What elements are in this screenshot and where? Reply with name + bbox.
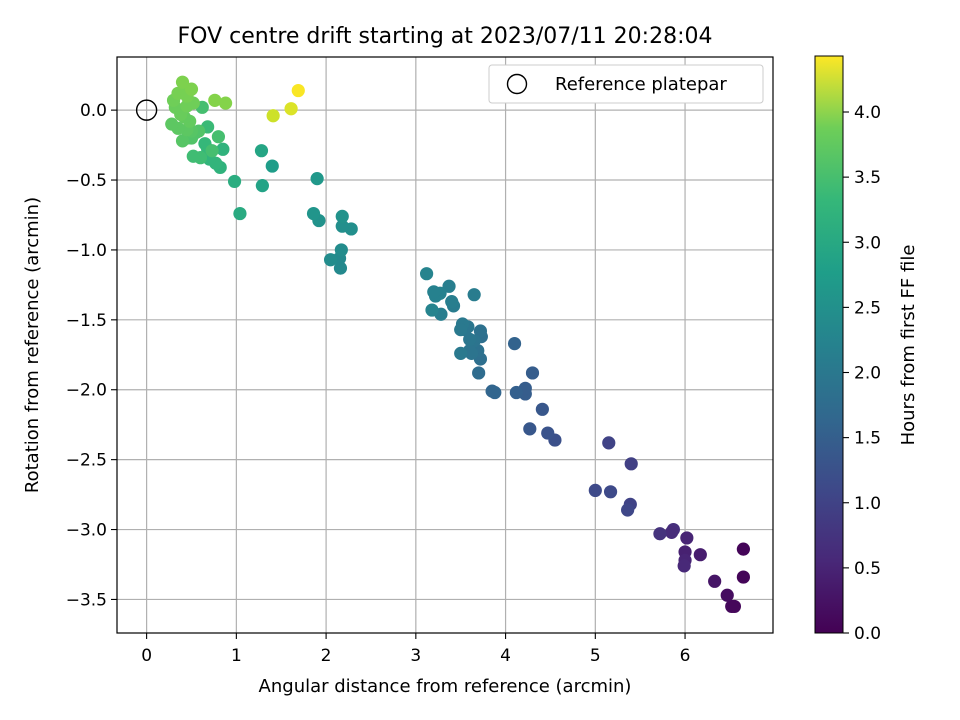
- data-point: [184, 82, 199, 96]
- colorbar-tick-label: 2.0: [854, 364, 881, 384]
- data-point: [664, 525, 679, 539]
- x-tick-label: 5: [590, 646, 601, 666]
- data-point: [427, 285, 441, 299]
- x-axis-ticks: 0 1 2 3 4 5 6: [141, 633, 690, 666]
- data-point: [525, 366, 540, 380]
- data-point: [727, 599, 742, 614]
- data-point: [291, 83, 305, 98]
- data-point: [523, 422, 537, 436]
- data-point: [472, 366, 486, 380]
- y-tick-label: −2.0: [66, 381, 107, 401]
- colorbar-tick-label: 1.5: [854, 429, 881, 449]
- legend-marker: [506, 73, 528, 95]
- y-tick-label: −0.5: [66, 171, 107, 191]
- colorbar-tick-label: 0.0: [854, 624, 881, 644]
- y-tick-label: −3.5: [66, 590, 107, 610]
- data-point: [454, 346, 468, 360]
- x-tick-label: 1: [231, 646, 242, 666]
- data-point: [467, 288, 481, 302]
- data-point: [335, 219, 349, 233]
- y-tick-label: −1.0: [66, 241, 107, 261]
- data-point: [306, 206, 321, 221]
- data-point: [708, 574, 722, 588]
- data-point: [211, 130, 226, 144]
- data-point: [165, 117, 179, 131]
- data-point: [454, 323, 468, 337]
- x-axis-label: Angular distance from reference (arcmin): [259, 676, 632, 697]
- data-point: [693, 548, 707, 562]
- data-point: [323, 253, 338, 267]
- data-point: [736, 542, 750, 556]
- colorbar-tick-label: 3.0: [854, 233, 881, 253]
- data-point: [208, 93, 222, 107]
- data-point: [284, 102, 298, 116]
- data-point: [310, 172, 324, 186]
- data-point: [425, 303, 439, 317]
- data-point: [680, 531, 694, 545]
- y-axis-label: Rotation from reference (arcmin): [22, 197, 43, 493]
- colorbar-tick-label: 2.5: [854, 298, 881, 318]
- colorbar-label: Hours from first FF file: [898, 245, 919, 446]
- x-tick-label: 3: [410, 646, 421, 666]
- colorbar-ticks: 0.0 0.5 1.0 1.5 2.0 2.5 3.0 3.5 4.0: [843, 103, 881, 644]
- x-tick-label: 6: [680, 646, 691, 666]
- data-point: [473, 324, 488, 338]
- colorbar: [814, 55, 844, 634]
- data-point: [736, 570, 750, 584]
- data-point: [333, 261, 348, 275]
- data-point: [227, 174, 242, 189]
- x-tick-label: 0: [141, 646, 152, 666]
- x-tick-label: 4: [500, 646, 511, 666]
- data-point: [653, 527, 667, 541]
- data-point: [420, 267, 434, 281]
- data-point: [602, 436, 616, 450]
- data-point: [265, 159, 279, 173]
- y-tick-label: −1.5: [66, 311, 107, 331]
- data-point: [509, 385, 523, 400]
- data-point: [442, 279, 456, 293]
- data-point: [541, 426, 555, 440]
- colorbar-tick-label: 3.5: [854, 168, 881, 188]
- data-point: [186, 149, 200, 163]
- legend-entry: Reference platepar: [555, 74, 727, 95]
- grid: [117, 57, 773, 633]
- data-point: [603, 485, 618, 499]
- data-point: [445, 295, 459, 309]
- data-point: [485, 384, 499, 398]
- data-point: [175, 75, 190, 89]
- data-point: [218, 96, 233, 110]
- data-point: [175, 134, 190, 148]
- legend-box: [488, 64, 764, 104]
- x-tick-label: 2: [321, 646, 332, 666]
- data-point: [621, 503, 635, 517]
- data-point: [233, 206, 247, 221]
- colorbar-tick-label: 1.0: [854, 494, 881, 514]
- data-point: [507, 337, 522, 351]
- data-point: [677, 559, 691, 573]
- colorbar-tick-label: 4.0: [854, 103, 881, 123]
- reference-platepar-marker: [135, 99, 158, 121]
- data-point: [254, 144, 269, 158]
- data-point: [535, 402, 549, 416]
- data-point: [266, 109, 280, 123]
- legend: Reference platepar: [488, 64, 764, 104]
- data-point: [588, 483, 602, 497]
- y-tick-label: −2.5: [66, 451, 107, 471]
- chart-title: FOV centre drift starting at 2023/07/11 …: [178, 24, 713, 49]
- y-tick-label: −3.0: [66, 521, 107, 541]
- data-point: [720, 588, 734, 602]
- colorbar-tick-label: 0.5: [854, 559, 881, 579]
- y-tick-label: 0.0: [80, 101, 107, 121]
- reference-point-layer: [135, 99, 158, 121]
- data-point: [216, 142, 230, 156]
- data-point: [335, 209, 349, 223]
- data-point: [255, 179, 269, 193]
- data-point: [205, 144, 219, 158]
- data-point: [334, 243, 348, 257]
- y-axis-ticks: 0.0 −0.5 −1.0 −1.5 −2.0 −2.5 −3.0 −3.5: [66, 101, 117, 610]
- data-point: [624, 457, 638, 471]
- data-points: [165, 75, 750, 614]
- plot-frame: [116, 56, 774, 634]
